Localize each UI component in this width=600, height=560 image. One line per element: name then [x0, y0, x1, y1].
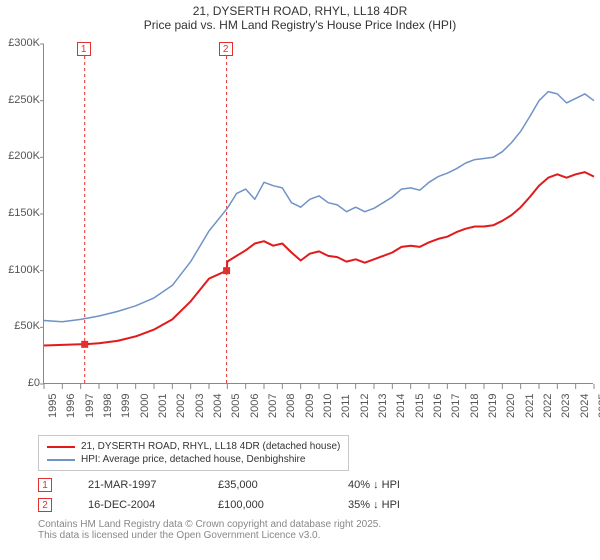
marker-price: £100,000 — [218, 499, 318, 511]
price-point — [82, 341, 88, 347]
x-axis-label: 2017 — [450, 388, 462, 418]
x-axis-label: 2014 — [395, 388, 407, 418]
y-axis-label: £250K — [0, 94, 40, 106]
marker-price: £35,000 — [218, 479, 318, 491]
x-axis-label: 1999 — [120, 388, 132, 418]
x-axis-label: 2010 — [322, 388, 334, 418]
x-axis-label: 2023 — [560, 388, 572, 418]
legend-swatch — [47, 459, 75, 461]
footer-line1: Contains HM Land Registry data © Crown c… — [38, 519, 600, 530]
plot-area — [43, 44, 593, 384]
x-axis-label: 2022 — [542, 388, 554, 418]
title-line1: 21, DYSERTH ROAD, RHYL, LL18 4DR — [0, 4, 600, 18]
marker-date: 21-MAR-1997 — [88, 479, 188, 491]
x-axis-label: 2005 — [230, 388, 242, 418]
marker-table: 1 21-MAR-1997 £35,000 40% ↓ HPI 2 16-DEC-2004… — [38, 475, 600, 515]
x-axis-label: 2012 — [359, 388, 371, 418]
x-axis-label: 2006 — [249, 388, 261, 418]
x-axis-label: 2002 — [175, 388, 187, 418]
chart-area: £0 £50K £100K £150K £200K £250K £300K 1995 1996 1… — [0, 34, 600, 429]
x-axis-label: 2020 — [505, 388, 517, 418]
marker-num: 1 — [38, 478, 52, 492]
marker-num: 2 — [38, 498, 52, 512]
x-axis-label: 2013 — [377, 388, 389, 418]
y-axis-label: £200K — [0, 150, 40, 162]
legend-label: 21, DYSERTH ROAD, RHYL, LL18 4DR (detach… — [81, 441, 340, 452]
x-axis-label: 1998 — [102, 388, 114, 418]
x-axis-label: 2011 — [340, 388, 352, 418]
legend-row: HPI: Average price, detached house, Denb… — [47, 453, 340, 466]
series-line — [44, 172, 594, 345]
x-axis-label: 2018 — [469, 388, 481, 418]
x-axis-label: 1995 — [47, 388, 59, 418]
marker-row: 1 21-MAR-1997 £35,000 40% ↓ HPI — [38, 475, 600, 495]
x-axis-label: 2003 — [194, 388, 206, 418]
x-axis-label: 2009 — [304, 388, 316, 418]
plot-svg — [44, 44, 594, 384]
x-axis-label: 2001 — [157, 388, 169, 418]
footer: Contains HM Land Registry data © Crown c… — [38, 519, 600, 541]
x-axis-label: 2024 — [579, 388, 591, 418]
x-axis-label: 2016 — [432, 388, 444, 418]
chart-title: 21, DYSERTH ROAD, RHYL, LL18 4DR Price p… — [0, 0, 600, 34]
legend-label: HPI: Average price, detached house, Denb… — [81, 454, 305, 465]
y-axis-label: £100K — [0, 264, 40, 276]
marker-delta: 35% ↓ HPI — [348, 499, 448, 511]
legend: 21, DYSERTH ROAD, RHYL, LL18 4DR (detach… — [38, 435, 349, 471]
marker-date: 16-DEC-2004 — [88, 499, 188, 511]
y-axis-label: £300K — [0, 37, 40, 49]
series-line — [44, 92, 594, 322]
title-line2: Price paid vs. HM Land Registry's House … — [0, 18, 600, 32]
x-axis-label: 1996 — [65, 388, 77, 418]
marker-label-2: 2 — [219, 42, 233, 56]
y-axis-label: £50K — [0, 320, 40, 332]
marker-row: 2 16-DEC-2004 £100,000 35% ↓ HPI — [38, 495, 600, 515]
footer-line2: This data is licensed under the Open Gov… — [38, 530, 600, 541]
price-point — [224, 268, 230, 274]
marker-label-1: 1 — [77, 42, 91, 56]
legend-swatch — [47, 446, 75, 448]
x-axis-label: 1997 — [84, 388, 96, 418]
x-axis-label: 2004 — [212, 388, 224, 418]
y-axis-label: £0 — [0, 377, 40, 389]
marker-delta: 40% ↓ HPI — [348, 479, 448, 491]
x-axis-label: 2019 — [487, 388, 499, 418]
x-axis-label: 2000 — [139, 388, 151, 418]
y-axis-label: £150K — [0, 207, 40, 219]
legend-row: 21, DYSERTH ROAD, RHYL, LL18 4DR (detach… — [47, 440, 340, 453]
x-axis-label: 2021 — [524, 388, 536, 418]
x-axis-label: 2007 — [267, 388, 279, 418]
x-axis-label: 2008 — [285, 388, 297, 418]
x-axis-label: 2015 — [414, 388, 426, 418]
